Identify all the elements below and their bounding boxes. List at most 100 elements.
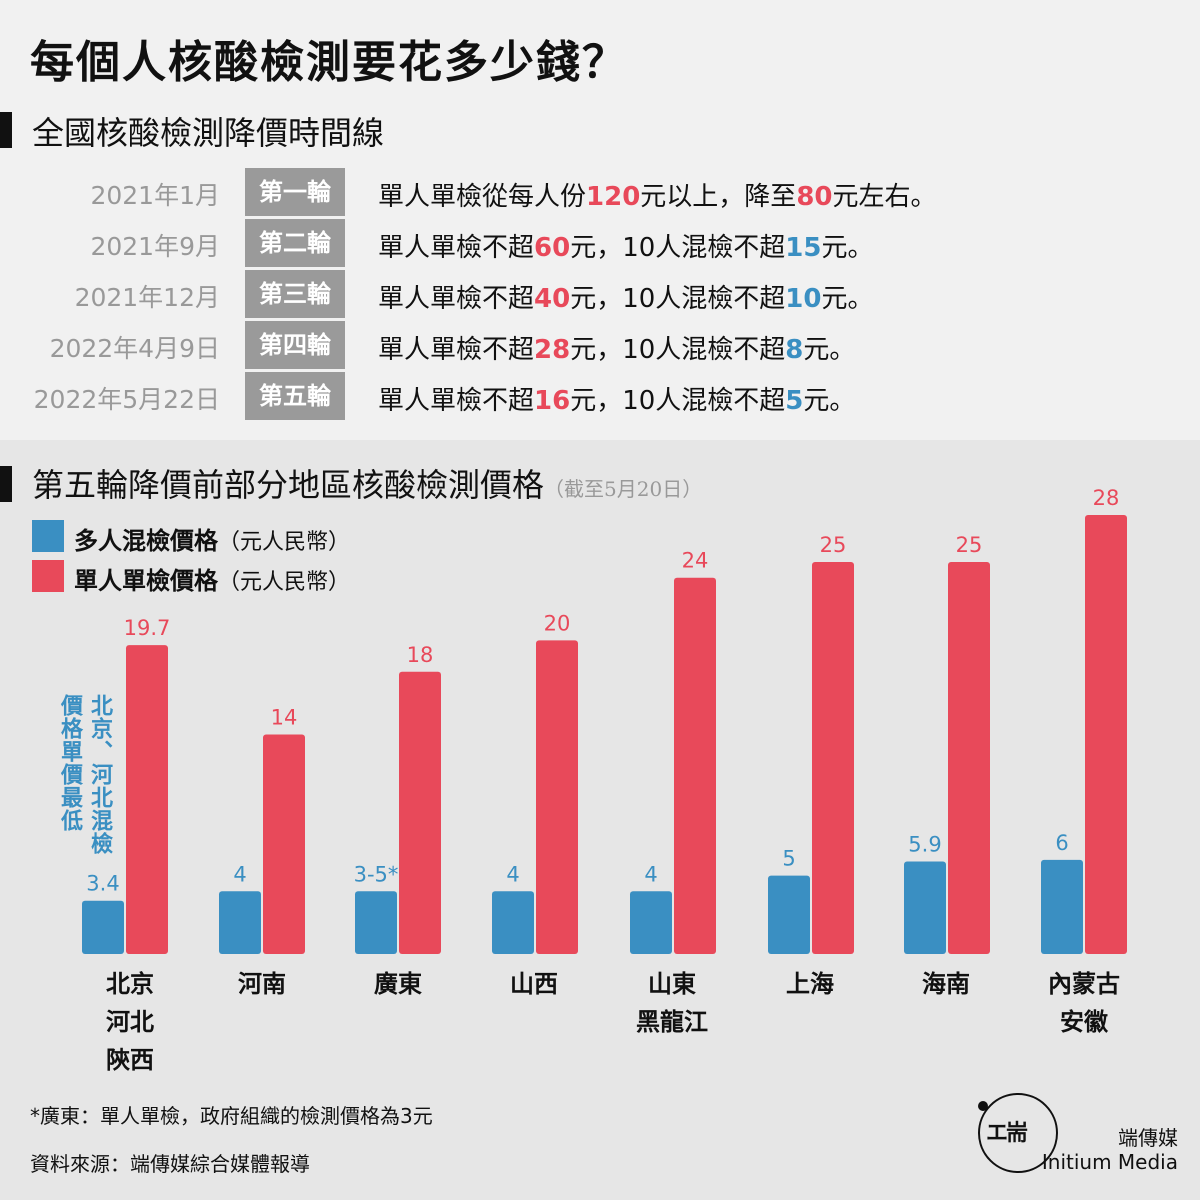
bar-label-multi: 4 [506, 862, 519, 886]
timeline-text-segment: 元。 [803, 386, 856, 416]
chart-title: 第五輪降價前部分地區核酸檢測價格 [32, 466, 545, 504]
timeline-text: 單人單檢不超28元，10人混檢不超8元。 [378, 329, 855, 366]
region-label-line: 山東 [648, 970, 696, 998]
timeline-text-segment: 元，10人混檢不超 [570, 284, 786, 314]
timeline-price: 5 [785, 386, 804, 416]
timeline-text-segment: 單人單檢不超 [378, 335, 535, 365]
region-label-line: 山西 [510, 970, 558, 998]
bar-multi-price [1041, 859, 1083, 954]
annotation-col1: 北京、河北混檢 [87, 694, 112, 855]
legend-label-single: 單人單檢價格 [74, 567, 218, 595]
bar-single-price [1085, 515, 1127, 954]
bar-label-single: 25 [820, 533, 847, 557]
legend-swatch-red [32, 560, 64, 592]
brand-logo: エ耑 [978, 1093, 1058, 1173]
timeline-text-segment: 單人單檢不超 [378, 386, 535, 416]
timeline-date: 2021年12月 [74, 283, 220, 312]
timeline-round: 第四輪 [245, 321, 345, 369]
source-note: 資料來源：端傳媒綜合媒體報導 [30, 1152, 310, 1176]
timeline-price: 28 [534, 335, 571, 365]
region-label-line: 海南 [922, 970, 970, 998]
region-label: 山東 黑龍江 [602, 965, 742, 1041]
logo-mark: エ耑 [986, 1121, 1028, 1146]
timeline-row: 2022年5月22日 第五輪 單人單檢不超16元，10人混檢不超5元。 [0, 372, 1200, 420]
bar-single-price [126, 645, 168, 954]
timeline-round: 第五輪 [245, 372, 345, 420]
region-label: 河南 [192, 965, 332, 1003]
bar-label-multi: 5.9 [908, 832, 941, 856]
bar-label-single: 14 [271, 706, 298, 730]
timeline-price: 40 [534, 284, 571, 314]
bar-label-single: 25 [956, 533, 983, 557]
bar-chart: 3.4 4 3-5* 4 4 5 5.9 6 19.7 14 18 20 24 25 25 28 [82, 486, 1127, 954]
region-label: 海南 [876, 965, 1016, 1003]
region-label: 上海 [740, 965, 880, 1003]
page-title: 每個人核酸檢測要花多少錢？ [30, 37, 628, 88]
section-marker [0, 112, 12, 148]
section-title-chart: 第五輪降價前部分地區核酸檢測價格（截至5月20日） [32, 460, 702, 506]
region-label-line: 安徽 [1060, 1008, 1108, 1036]
annotation-col2: 價格單價最低 [57, 694, 82, 832]
bar-multi-price [630, 891, 672, 954]
timeline-text: 單人單檢不超60元，10人混檢不超15元。 [378, 227, 874, 264]
timeline-date: 2022年4月9日 [49, 334, 220, 363]
footnote-guangdong: *廣東：單人單檢，政府組織的檢測價格為3元 [30, 1104, 433, 1128]
bar-label-single: 24 [682, 549, 709, 573]
timeline-price: 8 [785, 335, 804, 365]
timeline-text-segment: 元，10人混檢不超 [570, 335, 786, 365]
chart-date-note: （截至5月20日） [544, 477, 703, 501]
bar-single-price [812, 562, 854, 954]
timeline-price: 16 [534, 386, 571, 416]
bar-multi-price [355, 891, 397, 954]
timeline-date: 2021年9月 [90, 232, 220, 261]
bar-multi-price [768, 875, 810, 954]
brand-name-en: Initium Media [1041, 1150, 1178, 1174]
timeline-text-segment: 單人單檢從每人份 [378, 182, 587, 212]
bar-label-single: 19.7 [124, 616, 171, 640]
legend-swatch-blue [32, 520, 64, 552]
timeline-text-segment: 單人單檢不超 [378, 233, 535, 263]
bar-label-single: 20 [544, 611, 571, 635]
timeline-price: 80 [796, 182, 833, 212]
region-label: 山西 [464, 965, 604, 1003]
timeline-price: 10 [785, 284, 822, 314]
region-label-line: 廣東 [374, 970, 422, 998]
timeline-date: 2022年5月22日 [33, 385, 220, 414]
region-label-line: 北京 [106, 970, 154, 998]
region-label: 廣東 [328, 965, 468, 1003]
bar-multi-price [904, 861, 946, 954]
timeline-row: 2021年12月 第三輪 單人單檢不超40元，10人混檢不超10元。 [0, 270, 1200, 318]
region-label-line: 黑龍江 [636, 1008, 708, 1036]
timeline-text: 單人單檢不超40元，10人混檢不超10元。 [378, 278, 874, 315]
bar-label-multi: 3-5* [354, 862, 399, 886]
bar-label-multi: 3.4 [86, 872, 119, 896]
bar-label-multi: 6 [1055, 831, 1068, 855]
timeline-round: 第一輪 [245, 168, 345, 216]
region-label-line: 河南 [238, 970, 286, 998]
timeline-date: 2021年1月 [90, 181, 220, 210]
timeline-text: 單人單檢從每人份120元以上，降至80元左右。 [378, 176, 937, 213]
bar-label-single: 28 [1093, 486, 1120, 510]
timeline-text-segment: 元，10人混檢不超 [570, 386, 786, 416]
bar-multi-price [492, 891, 534, 954]
timeline-text-segment: 元以上，降至 [640, 182, 797, 212]
legend-label-multi: 多人混檢價格 [74, 527, 218, 555]
timeline-text-segment: 元，10人混檢不超 [570, 233, 786, 263]
top-panel [0, 0, 1200, 440]
logo-dot-icon [978, 1101, 988, 1111]
bar-label-multi: 4 [233, 862, 246, 886]
brand-name-zh: 端傳媒 [1118, 1126, 1178, 1150]
bar-label-multi: 5 [782, 847, 795, 871]
bar-single-price [536, 640, 578, 954]
region-label-line: 上海 [786, 970, 834, 998]
bar-single-price [263, 734, 305, 954]
bar-single-price [948, 562, 990, 954]
timeline-row: 2021年1月 第一輪 單人單檢從每人份120元以上，降至80元左右。 [0, 168, 1200, 216]
timeline-price: 60 [534, 233, 571, 263]
bar-single-price [674, 577, 716, 954]
legend-unit: （元人民幣） [218, 530, 351, 555]
legend-unit: （元人民幣） [218, 570, 351, 595]
region-label-line: 河北 [106, 1008, 154, 1036]
region-label-line: 內蒙古 [1048, 970, 1120, 998]
bar-label-multi: 4 [644, 862, 657, 886]
